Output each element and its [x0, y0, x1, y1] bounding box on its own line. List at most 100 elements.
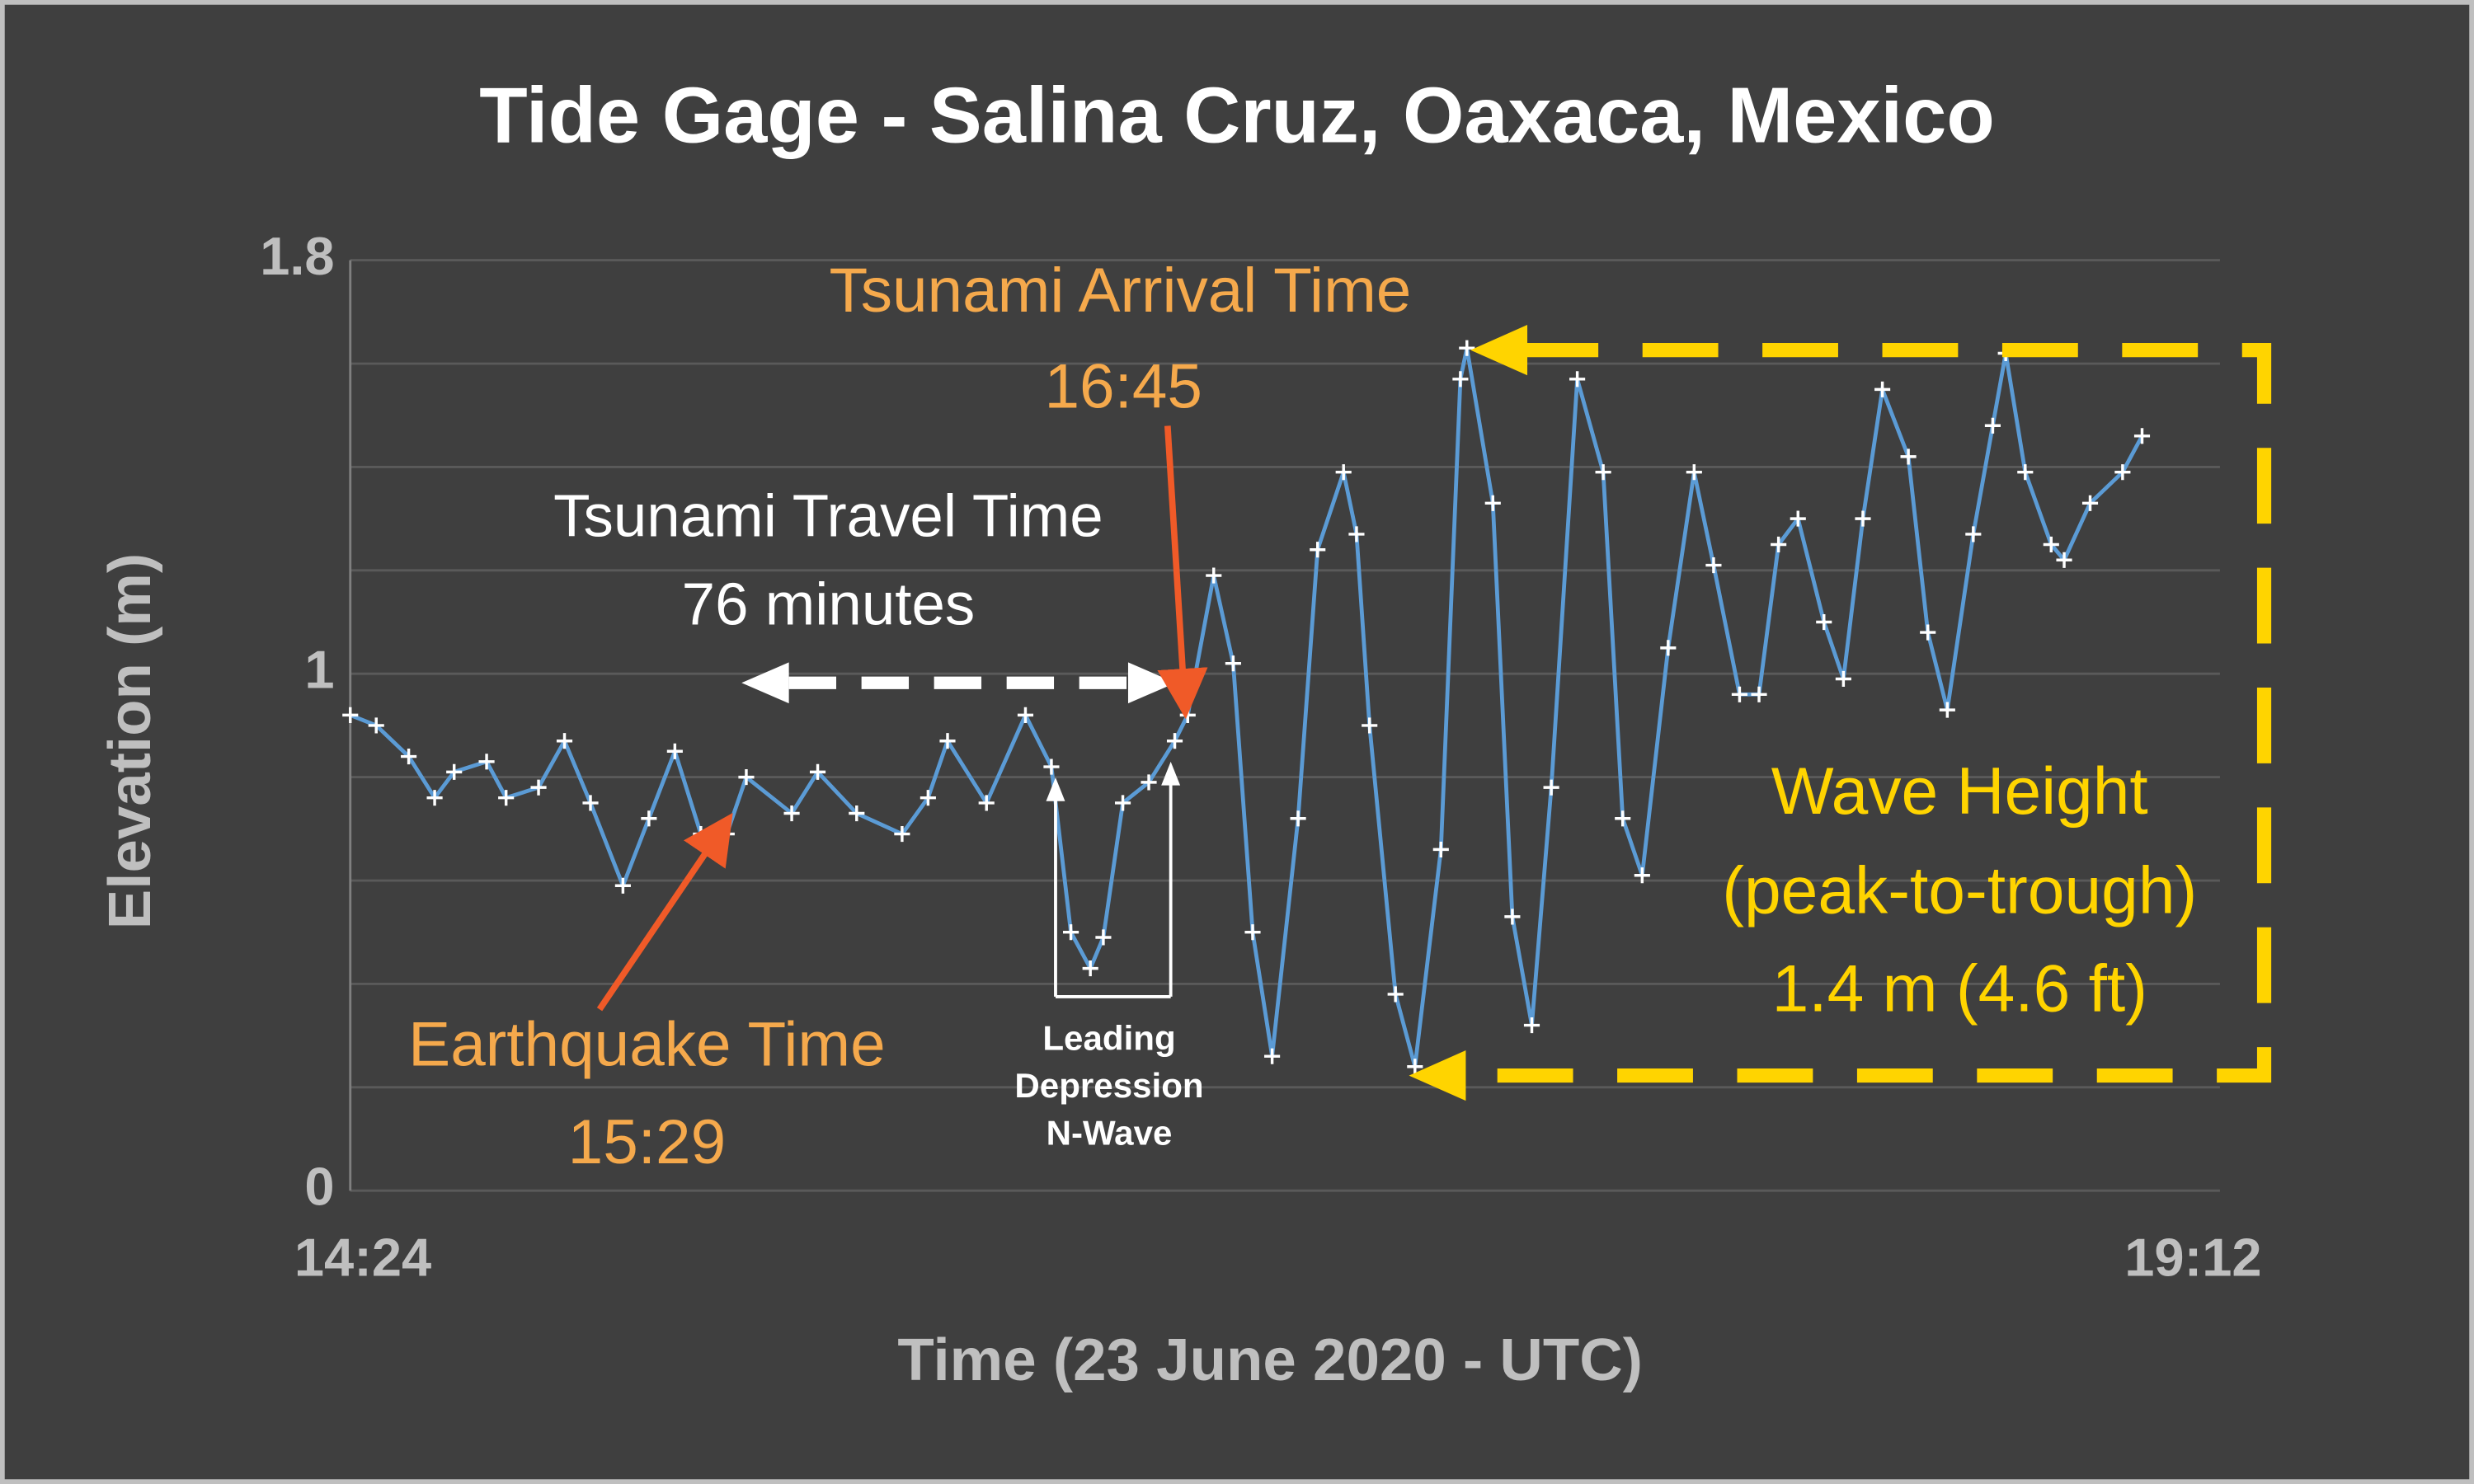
data-point [1206, 567, 1222, 584]
data-point [809, 763, 826, 780]
data-point [1432, 841, 1449, 857]
y-axis-label: Elevation (m) [96, 553, 163, 929]
data-point [894, 826, 910, 843]
data-point [2017, 464, 2034, 481]
data-point [1459, 340, 1475, 356]
plot-area: 0 1 1.8 14:24 19:12 [260, 226, 2261, 1288]
data-point [1569, 371, 1586, 387]
y-tick-label: 1 [304, 639, 334, 699]
data-point [939, 733, 956, 749]
data-point [1362, 717, 1378, 734]
data-point [1900, 448, 1917, 465]
data-point [1939, 702, 1955, 718]
annotation: 76 minutes [682, 571, 976, 638]
data-point [1634, 867, 1650, 884]
data-point [1141, 774, 1157, 791]
annotation: (peak-to-trough) [1722, 854, 2197, 928]
wave-height-box [1459, 343, 2272, 1083]
data-point [1290, 810, 1306, 827]
data-point [1452, 371, 1469, 387]
data-point [614, 877, 631, 894]
data-point [368, 717, 384, 734]
data-point [641, 810, 657, 827]
data-point [426, 790, 443, 806]
annotation: 15:29 [568, 1107, 727, 1177]
data-point [2133, 428, 2151, 444]
data-point [1244, 924, 1261, 941]
data-point [1965, 526, 1982, 542]
data-point [1731, 686, 1747, 702]
data-point [1523, 1017, 1540, 1034]
data-point [1484, 495, 1501, 511]
data-point [1751, 686, 1767, 702]
data-point [1660, 640, 1677, 656]
data-point [1114, 795, 1131, 811]
data-point [920, 790, 936, 806]
data-point [1874, 381, 1891, 397]
annotation: N-Wave [1047, 1113, 1173, 1152]
data-point [1264, 1048, 1281, 1064]
data-point [978, 795, 995, 811]
data-point [849, 805, 865, 822]
data-point [1686, 464, 1702, 481]
bracket-heads [1046, 761, 1181, 801]
chart-title: Tide Gage - Salina Cruz, Oaxaca, Mexico [479, 72, 1995, 160]
x-tick-label: 14:24 [294, 1227, 431, 1287]
data-point [738, 769, 755, 786]
data-point [1790, 510, 1806, 527]
data-point [1348, 526, 1365, 542]
data-point [1407, 1059, 1423, 1075]
data-point [2043, 536, 2059, 553]
data-point [2081, 495, 2099, 511]
data-point [1816, 613, 1832, 631]
data-point [582, 795, 599, 811]
annotation: Depression [1014, 1066, 1203, 1105]
annotation: Tsunami Arrival Time [829, 256, 1411, 326]
data-point [342, 707, 359, 723]
data-point [1543, 779, 1559, 796]
data-point [1835, 670, 1851, 688]
data-point [1920, 624, 1936, 641]
data-point [2114, 464, 2131, 481]
x-tick-label: 19:12 [2124, 1227, 2261, 1287]
data-point [1705, 556, 1722, 574]
annotations: Tsunami Arrival Time 16:45 Tsunami Trave… [408, 256, 2197, 1177]
data-point [1225, 655, 1241, 672]
y-tick-label: 1.8 [260, 226, 334, 286]
annotation: Leading [1042, 1019, 1175, 1058]
data-point [1310, 542, 1326, 558]
data-point [1855, 510, 1871, 527]
annotation: 16:45 [1044, 352, 1202, 422]
annotation: Earthquake Time [408, 1009, 885, 1079]
data-point [1082, 960, 1098, 977]
data-point [1335, 464, 1352, 481]
data-point [401, 748, 417, 765]
data-point [1043, 758, 1060, 775]
data-point [498, 790, 515, 806]
data-point [556, 733, 573, 749]
data-point [1771, 536, 1787, 553]
annotation: 1.4 m (4.6 ft) [1772, 951, 2147, 1026]
data-point [1095, 929, 1112, 946]
data-point [1615, 810, 1631, 827]
annotation: Wave Height [1771, 754, 2148, 829]
data-point [1595, 464, 1611, 481]
data-point [2056, 552, 2072, 568]
travel-arrow-heads [741, 662, 1176, 704]
data-point [530, 779, 547, 796]
bracket [1054, 780, 1173, 998]
annotation: Tsunami Travel Time [553, 482, 1103, 549]
data-point [666, 743, 683, 759]
data-point [446, 763, 463, 780]
data-point [783, 805, 800, 822]
data-point [1063, 924, 1079, 941]
data-point [1387, 986, 1404, 1003]
data-point [1017, 707, 1034, 723]
x-axis-label: Time (23 June 2020 - UTC) [897, 1327, 1643, 1393]
earthquake-arrow [596, 812, 733, 1012]
data-point [1166, 733, 1183, 749]
data-point [478, 754, 495, 770]
data-point [1504, 909, 1521, 925]
